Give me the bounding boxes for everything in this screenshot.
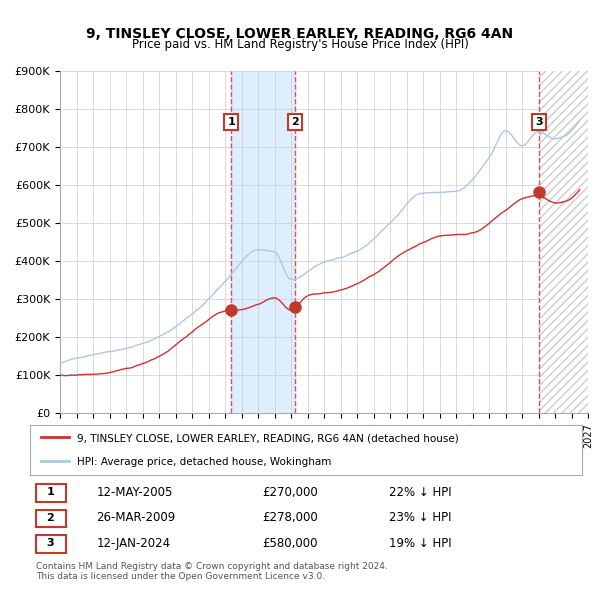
Text: 2: 2 [47, 513, 54, 523]
Text: 19% ↓ HPI: 19% ↓ HPI [389, 537, 451, 550]
Text: 1: 1 [227, 117, 235, 127]
Text: 12-MAY-2005: 12-MAY-2005 [96, 486, 173, 499]
Bar [539, 71, 588, 413]
Text: Price paid vs. HM Land Registry's House Price Index (HPI): Price paid vs. HM Land Registry's House … [131, 38, 469, 51]
Text: 9, TINSLEY CLOSE, LOWER EARLEY, READING, RG6 4AN (detached house): 9, TINSLEY CLOSE, LOWER EARLEY, READING,… [77, 433, 458, 443]
Text: 1: 1 [47, 487, 54, 497]
Text: 3: 3 [47, 538, 54, 548]
Bar [231, 71, 295, 413]
Text: 3: 3 [535, 117, 543, 127]
FancyBboxPatch shape [35, 535, 66, 553]
Bar [539, 71, 588, 413]
Text: 9, TINSLEY CLOSE, LOWER EARLEY, READING, RG6 4AN: 9, TINSLEY CLOSE, LOWER EARLEY, READING,… [86, 27, 514, 41]
Text: 23% ↓ HPI: 23% ↓ HPI [389, 511, 451, 525]
Text: HPI: Average price, detached house, Wokingham: HPI: Average price, detached house, Woki… [77, 457, 331, 467]
Text: £278,000: £278,000 [262, 511, 317, 525]
Text: 2: 2 [291, 117, 299, 127]
Text: 12-JAN-2024: 12-JAN-2024 [96, 537, 170, 550]
FancyBboxPatch shape [35, 510, 66, 527]
Text: £270,000: £270,000 [262, 486, 317, 499]
Text: 22% ↓ HPI: 22% ↓ HPI [389, 486, 451, 499]
Text: 26-MAR-2009: 26-MAR-2009 [96, 511, 175, 525]
FancyBboxPatch shape [35, 484, 66, 502]
Text: Contains HM Land Registry data © Crown copyright and database right 2024.
This d: Contains HM Land Registry data © Crown c… [36, 562, 388, 581]
Text: £580,000: £580,000 [262, 537, 317, 550]
Bar [539, 71, 588, 413]
